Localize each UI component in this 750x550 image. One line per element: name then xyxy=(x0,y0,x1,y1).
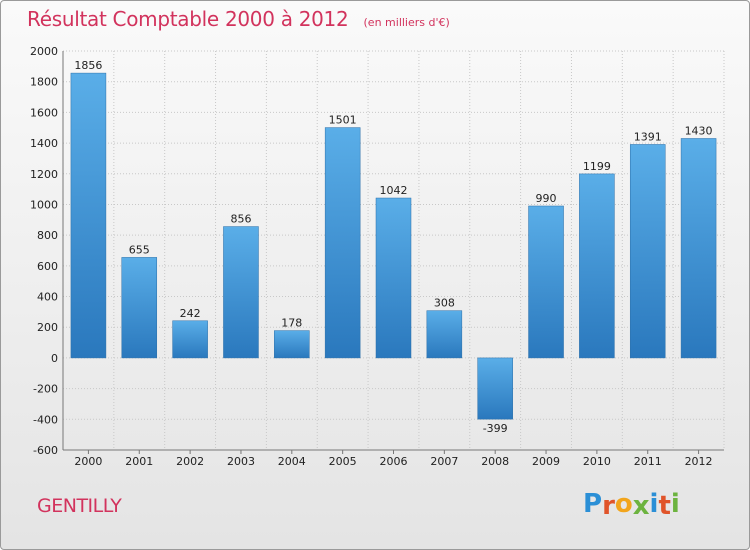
x-tick-label: 2003 xyxy=(227,455,255,468)
y-tick-label: 800 xyxy=(37,229,58,242)
chart-title: Résultat Comptable 2000 à 2012 xyxy=(27,7,349,31)
y-tick-label: -600 xyxy=(33,444,58,457)
y-tick-label: 1000 xyxy=(30,198,58,211)
data-label: -399 xyxy=(483,422,508,435)
data-label: 1391 xyxy=(634,130,662,143)
data-label: 1042 xyxy=(380,184,408,197)
grid-layer xyxy=(62,50,725,451)
bar-2001 xyxy=(121,257,158,359)
proxiti-logo: Proxiti xyxy=(583,489,680,521)
x-tick-label: 2005 xyxy=(329,455,357,468)
y-tick-label: 1600 xyxy=(30,106,58,119)
data-label: 308 xyxy=(434,297,455,310)
y-tick-label: -400 xyxy=(33,413,58,426)
chart-subtitle: (en milliers d'€) xyxy=(363,16,450,29)
logo-letter: i xyxy=(649,489,659,519)
label-layer: 1856 655 242 856 178 1501 1042 308 -399 990 1199 13… xyxy=(74,59,712,435)
logo-letter: o xyxy=(614,489,633,519)
y-tick-label: 400 xyxy=(37,291,58,304)
x-tick-label: 2010 xyxy=(583,455,611,468)
data-label: 1199 xyxy=(583,160,611,173)
x-tick-label: 2011 xyxy=(634,455,662,468)
logo-letter: r xyxy=(602,491,615,521)
x-tick-label: 2012 xyxy=(685,455,713,468)
bar-layer xyxy=(70,72,717,420)
bar-2011 xyxy=(629,144,666,359)
y-tick-label: 1400 xyxy=(30,137,58,150)
logo-letter: i xyxy=(670,489,680,519)
data-label: 178 xyxy=(281,317,302,330)
data-label: 856 xyxy=(230,213,251,226)
bar-2004 xyxy=(274,330,310,359)
data-label: 1430 xyxy=(685,124,713,137)
y-tick-label: 2000 xyxy=(30,45,58,58)
bar-2002 xyxy=(172,320,208,359)
title-block: Résultat Comptable 2000 à 2012 (en milli… xyxy=(27,7,450,31)
x-tick-label: 2000 xyxy=(74,455,102,468)
bar-2003 xyxy=(223,226,259,359)
logo-letter: t xyxy=(658,491,671,521)
bar-2000 xyxy=(70,72,107,359)
y-tick-label: 1200 xyxy=(30,168,58,181)
data-label: 990 xyxy=(536,192,557,205)
x-tick-label: 2008 xyxy=(481,455,509,468)
bar-2012 xyxy=(680,138,717,359)
bar-2007 xyxy=(426,310,463,359)
logo-letter: P xyxy=(583,489,603,519)
x-tick-label: 2004 xyxy=(278,455,306,468)
x-tick-label: 2006 xyxy=(380,455,408,468)
y-tick-label: 1800 xyxy=(30,76,58,89)
y-tick-label: -200 xyxy=(33,383,58,396)
logo-letter: x xyxy=(632,491,650,521)
data-label: 1856 xyxy=(74,59,102,72)
x-tick-label: 2002 xyxy=(176,455,204,468)
y-tick-label: 200 xyxy=(37,321,58,334)
bar-2008 xyxy=(477,357,513,420)
x-tick-label: 2009 xyxy=(532,455,560,468)
data-label: 655 xyxy=(129,243,150,256)
bar-2009 xyxy=(528,205,564,359)
axis-layer: -600 -400 -200 0 200 400 600 800 1000 1200 1400 160… xyxy=(30,45,724,468)
bar-2006 xyxy=(375,197,412,359)
y-tick-label: 0 xyxy=(51,352,58,365)
data-label: 1501 xyxy=(329,114,357,127)
bar-2005 xyxy=(324,127,361,359)
data-label: 242 xyxy=(180,307,201,320)
x-tick-label: 2001 xyxy=(125,455,153,468)
location-name: GENTILLY xyxy=(37,495,122,517)
y-tick-label: 600 xyxy=(37,260,58,273)
x-tick-label: 2007 xyxy=(430,455,458,468)
bar-2010 xyxy=(579,173,615,359)
